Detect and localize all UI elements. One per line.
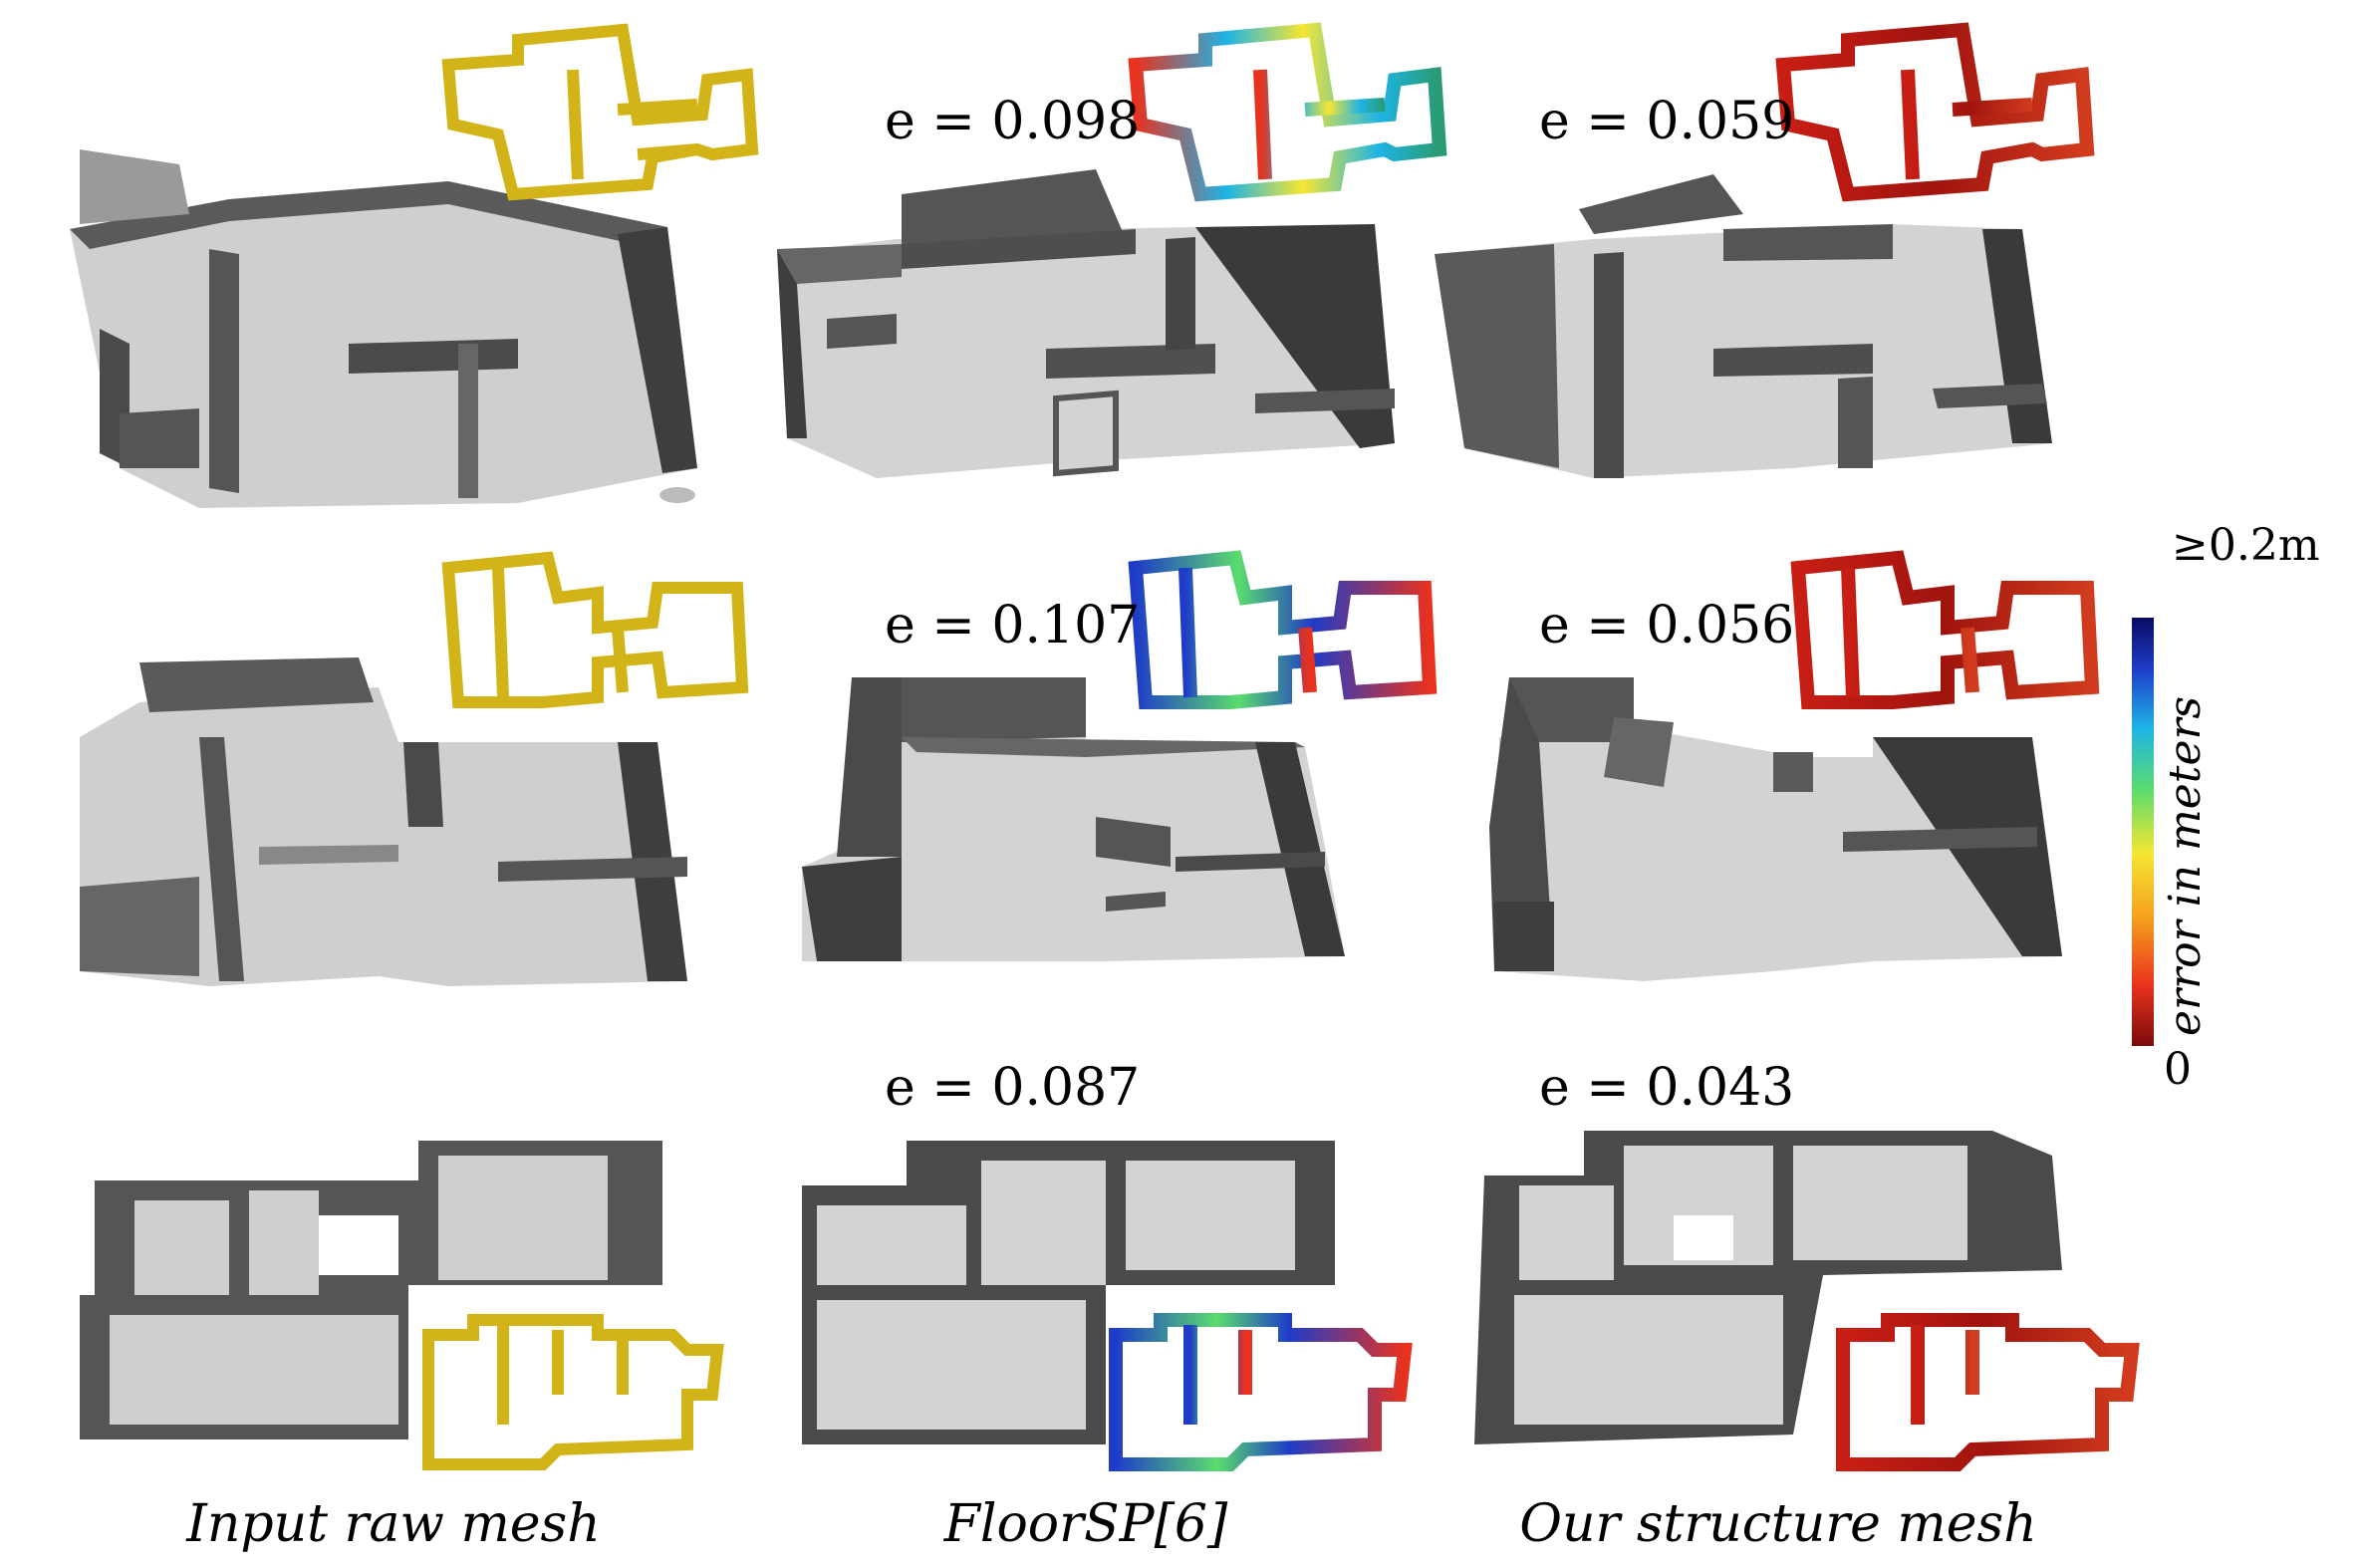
row1-ours-error: e = 0.059 — [1539, 92, 1795, 151]
row1-floorsp-inset — [1128, 22, 1447, 202]
row2-floorsp-mesh — [802, 677, 1345, 961]
row2-input-mesh — [80, 657, 687, 986]
row3-ours-error: e = 0.043 — [1539, 1058, 1795, 1118]
caption-floorsp: FloorSP[6] — [943, 1494, 1228, 1554]
row2-ours-mesh — [1489, 677, 2062, 981]
row3-input-mesh — [80, 1141, 662, 1439]
row3-input-inset — [422, 1314, 724, 1470]
row1-ours-inset — [1775, 22, 2095, 202]
row1-floorsp-error: e = 0.098 — [885, 92, 1141, 151]
colorbar-max-label: ≥0.2m — [2172, 520, 2320, 571]
row3-floorsp-mesh — [802, 1141, 1335, 1444]
colorbar — [2132, 618, 2154, 1046]
caption-ours: Our structure mesh — [1519, 1494, 2037, 1554]
row1-floorsp-mesh — [777, 169, 1395, 478]
caption-input: Input raw mesh — [186, 1494, 601, 1554]
row2-input-inset — [441, 551, 749, 708]
row3-floorsp-error: e = 0.087 — [885, 1058, 1141, 1118]
colorbar-title: error in meters — [2160, 695, 2211, 1036]
row3-ours-mesh — [1474, 1131, 2062, 1444]
row2-floorsp-inset — [1128, 550, 1438, 709]
row3-floorsp-inset — [1109, 1313, 1413, 1471]
row1-input-mesh — [70, 149, 697, 508]
row1-ours-mesh — [1435, 174, 2052, 478]
row1-input-inset — [441, 23, 759, 201]
row2-floorsp-error: e = 0.107 — [885, 596, 1141, 655]
row2-ours-error: e = 0.056 — [1539, 596, 1795, 655]
colorbar-min-label: 0 — [2164, 1044, 2192, 1095]
row2-ours-inset — [1790, 550, 2100, 709]
row3-ours-inset — [1836, 1313, 2140, 1471]
